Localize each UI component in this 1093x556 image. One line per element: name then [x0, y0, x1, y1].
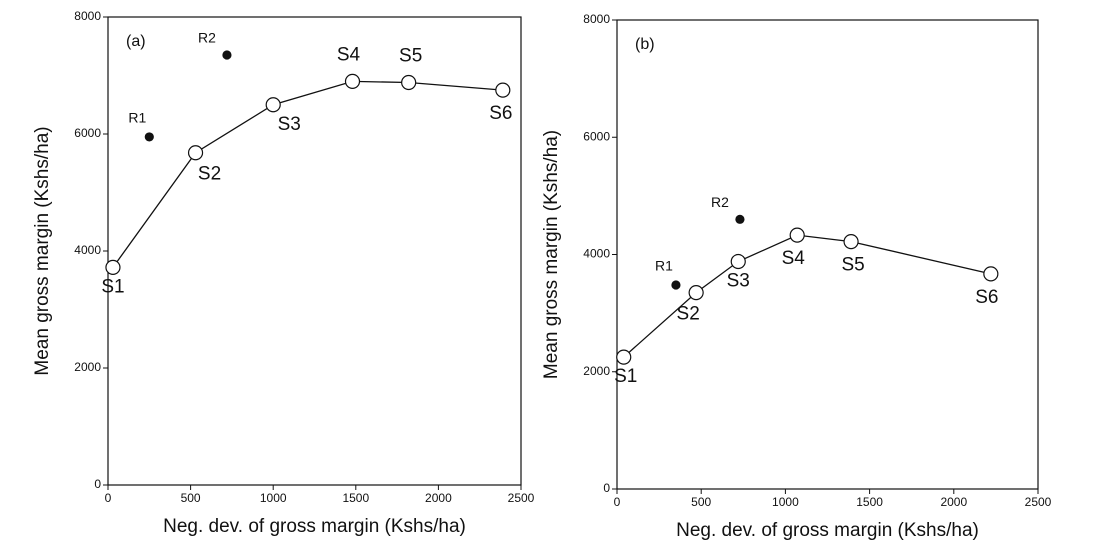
y-axis-title: Mean gross margin (Kshs/ha) [541, 130, 562, 379]
point-label: S4 [337, 44, 361, 65]
plot-frame [616, 19, 1039, 490]
x-tick-label: 0 [614, 495, 621, 509]
point-label: R2 [711, 194, 729, 210]
point-label: S2 [198, 164, 221, 185]
point-label: S5 [841, 255, 864, 276]
y-tick-label: 8000 [583, 12, 610, 26]
open-marker [105, 259, 121, 275]
y-tick-label: 6000 [74, 126, 101, 140]
x-tick-label: 2000 [940, 495, 967, 509]
y-tick-label: 4000 [583, 247, 610, 261]
point-label: S1 [614, 366, 637, 387]
x-tick-label: 500 [181, 491, 201, 505]
series-line [112, 80, 503, 268]
panel-label: (a) [126, 33, 146, 50]
x-tick-label: 1000 [772, 495, 799, 509]
y-tick-label: 0 [603, 481, 610, 495]
filled-marker [671, 280, 681, 290]
panel: 0 500 1000 1500 2000 2500 0 2000 4000 6000 8000 Neg… [541, 12, 1052, 541]
open-marker [495, 82, 511, 98]
series-line [623, 234, 991, 358]
point-label: R2 [198, 30, 216, 46]
panel-label: (b) [635, 36, 655, 53]
point-label: S1 [101, 276, 124, 297]
x-tick-label: 1500 [342, 491, 369, 505]
point-label: S3 [278, 114, 301, 135]
y-tick-label: 2000 [583, 364, 610, 378]
point-label: S3 [727, 271, 750, 292]
open-marker [789, 227, 805, 243]
y-tick-label: 0 [94, 477, 101, 491]
y-tick-label: 6000 [583, 129, 610, 143]
point-label: R1 [128, 110, 146, 126]
x-axis-title: Neg. dev. of gross margin (Kshs/ha) [163, 516, 466, 537]
point-label: S6 [489, 103, 512, 124]
x-tick-label: 2000 [425, 491, 452, 505]
filled-marker [144, 132, 154, 142]
x-tick-label: 2500 [1025, 495, 1052, 509]
y-tick-label: 4000 [74, 243, 101, 257]
open-marker [730, 253, 746, 270]
filled-marker [735, 214, 745, 224]
open-marker [265, 97, 281, 113]
open-marker [983, 266, 999, 282]
open-marker [843, 234, 859, 250]
filled-marker [222, 50, 232, 60]
y-tick-label: 2000 [74, 360, 101, 374]
open-marker [688, 285, 704, 301]
x-tick-label: 500 [691, 495, 711, 509]
open-marker [401, 74, 417, 91]
point-label: R1 [655, 258, 673, 274]
point-label: S2 [677, 304, 700, 325]
y-tick-label: 8000 [74, 9, 101, 23]
x-tick-label: 2500 [508, 491, 535, 505]
x-axis-title: Neg. dev. of gross margin (Kshs/ha) [676, 520, 979, 541]
open-marker [344, 73, 361, 89]
y-axis-title: Mean gross margin (Kshs/ha) [32, 126, 53, 375]
x-tick-label: 0 [105, 491, 112, 505]
x-tick-label: 1500 [856, 495, 883, 509]
panel: 0 500 1000 1500 2000 2500 0 2000 4000 6000 8000 Neg… [32, 9, 535, 537]
point-label: S4 [782, 248, 806, 269]
open-marker [616, 349, 632, 365]
point-label: S6 [975, 287, 998, 308]
point-label: S5 [399, 46, 422, 67]
x-tick-label: 1000 [260, 491, 287, 505]
open-marker [187, 145, 204, 161]
